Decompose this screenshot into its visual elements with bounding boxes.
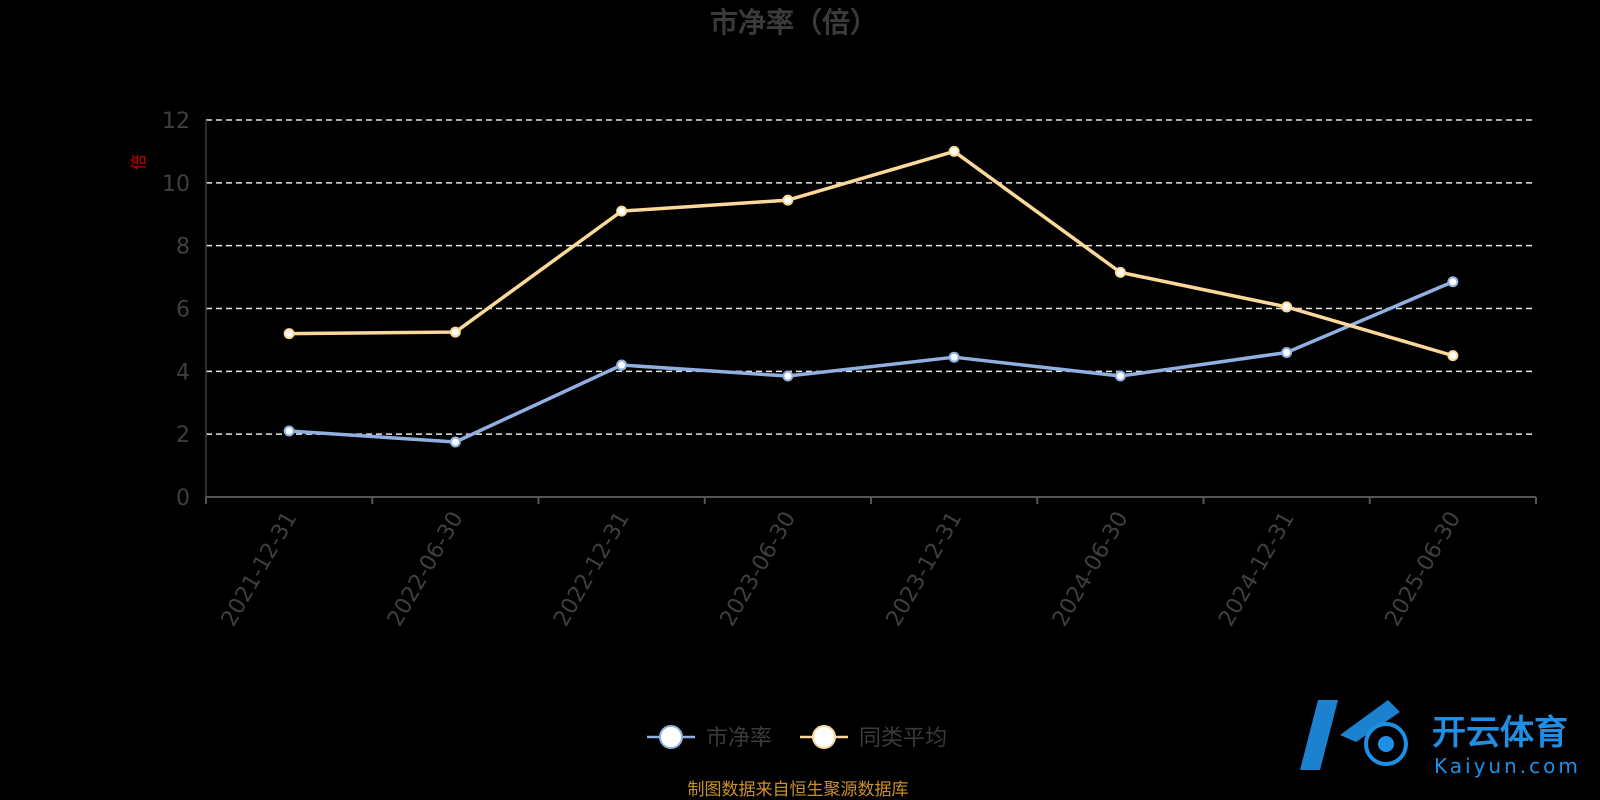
data-point[interactable]: [449, 436, 461, 448]
y-tick-label: 0: [176, 486, 190, 511]
series-1: [283, 145, 1459, 362]
y-tick-label: 4: [176, 360, 190, 385]
legend-label: 同类平均: [859, 726, 947, 751]
legend[interactable]: 市净率 同类平均: [647, 725, 947, 751]
data-point[interactable]: [948, 351, 960, 363]
data-point[interactable]: [1114, 370, 1126, 382]
data-point[interactable]: [449, 326, 461, 338]
data-point[interactable]: [1281, 346, 1293, 358]
series-lines: [283, 145, 1459, 448]
legend-marker-icon: [659, 725, 683, 749]
x-tick-label: 2021-12-31: [217, 508, 303, 631]
logo-k-mark: [1300, 700, 1400, 770]
data-point[interactable]: [1114, 266, 1126, 278]
data-point[interactable]: [616, 359, 628, 371]
x-tick-label: 2024-12-31: [1214, 508, 1300, 631]
data-point[interactable]: [1447, 350, 1459, 362]
legend-item[interactable]: 同类平均: [800, 725, 947, 751]
x-tick-label: 2022-12-31: [549, 508, 635, 631]
data-point[interactable]: [948, 145, 960, 157]
logo-ball-center: [1378, 736, 1394, 752]
x-tick-label: 2023-12-31: [882, 508, 968, 631]
y-tick-label: 2: [176, 423, 190, 448]
data-point[interactable]: [1447, 276, 1459, 288]
watermark-logo: 开云体育 Kaiyun.com: [1300, 700, 1581, 778]
x-tick-label: 2025-06-30: [1380, 508, 1466, 631]
y-tick-label: 8: [176, 235, 190, 260]
data-point[interactable]: [616, 205, 628, 217]
series-0: [283, 276, 1459, 448]
grid-lines: [206, 119, 1536, 435]
data-point[interactable]: [283, 328, 295, 340]
data-point[interactable]: [1281, 301, 1293, 313]
x-tick-label: 2023-06-30: [715, 508, 801, 631]
data-point[interactable]: [782, 370, 794, 382]
logo-brand-en: Kaiyun.com: [1434, 754, 1581, 778]
legend-marker-icon: [812, 725, 836, 749]
data-source-note: 制图数据来自恒生聚源数据库: [688, 780, 909, 800]
data-point[interactable]: [283, 425, 295, 437]
x-tick-label: 2022-06-30: [383, 508, 469, 631]
logo-ball-icon: [1364, 722, 1408, 766]
x-tick-label: 2024-06-30: [1048, 508, 1134, 631]
legend-item[interactable]: 市净率: [647, 725, 772, 751]
y-axis-unit-label: 倍: [129, 154, 148, 170]
y-tick-label: 10: [162, 172, 190, 197]
logo-brand-cn: 开云体育: [1432, 713, 1568, 753]
y-tick-label: 12: [162, 109, 190, 134]
data-point[interactable]: [782, 194, 794, 206]
series-line: [289, 280, 1454, 444]
chart-title: 市净率（倍）: [710, 6, 878, 39]
legend-label: 市净率: [706, 726, 772, 751]
series-line: [289, 149, 1454, 358]
y-tick-label: 6: [176, 298, 190, 323]
